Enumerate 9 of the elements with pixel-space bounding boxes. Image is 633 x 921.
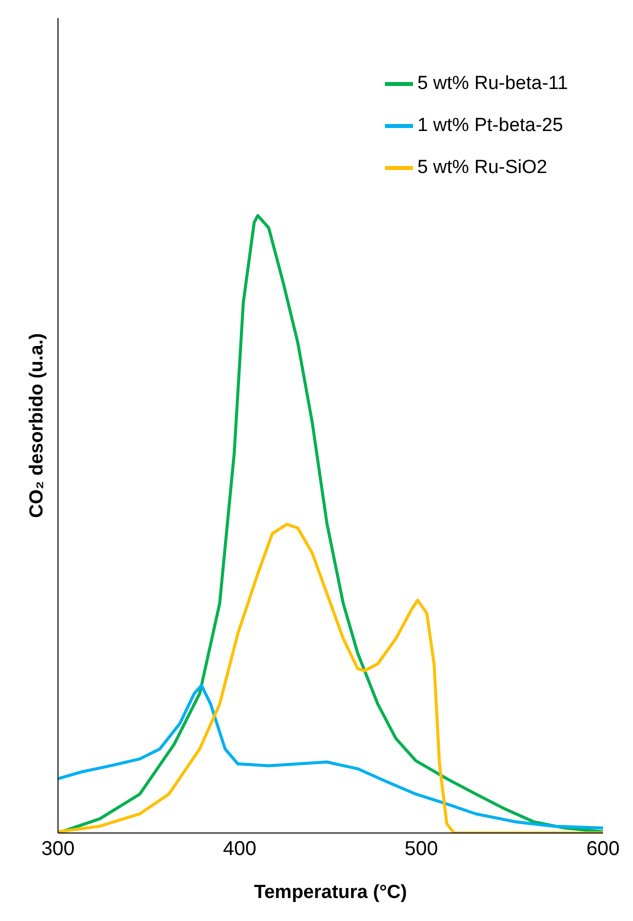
legend-label: 5 wt% Ru-SiO2 (417, 156, 548, 180)
x-tick-label: 600 (586, 838, 620, 860)
x-tick-label: 300 (41, 838, 75, 860)
x-tick-label: 400 (222, 838, 256, 860)
legend-label: 5 wt% Ru-beta-11 (417, 72, 568, 96)
x-tick-label: 500 (404, 838, 438, 860)
x-axis-title: Temperatura (°C) (254, 882, 407, 903)
y-axis-title: CO₂ desorbido (u.a.) (26, 333, 48, 518)
legend-label: 1 wt% Pt-beta-25 (417, 114, 564, 138)
